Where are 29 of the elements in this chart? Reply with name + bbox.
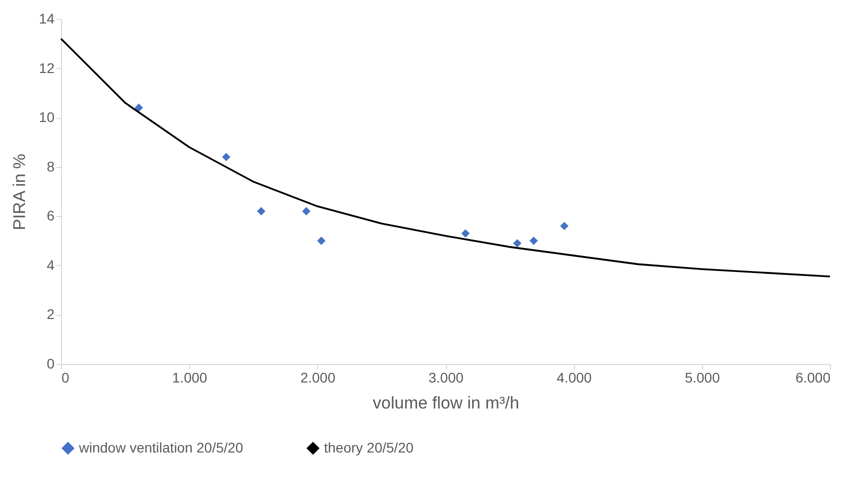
y-tick-label: 2 bbox=[46, 306, 55, 322]
point bbox=[461, 229, 470, 238]
y-axis-title: PIRA in % bbox=[10, 154, 29, 230]
point bbox=[317, 236, 326, 245]
y-tick-label: 0 bbox=[46, 356, 55, 372]
x-tick-label: 2.000 bbox=[300, 370, 336, 386]
x-tick-label: 3.000 bbox=[428, 370, 464, 386]
x-tick-label: 0 bbox=[62, 370, 70, 386]
point bbox=[134, 104, 143, 112]
line-series bbox=[60, 38, 831, 278]
point bbox=[560, 222, 568, 230]
y-tick-label: 4 bbox=[46, 256, 55, 273]
y-tick-label: 14 bbox=[38, 10, 55, 26]
y-tick-label: 6 bbox=[46, 208, 55, 224]
point bbox=[302, 207, 310, 216]
legend-label: theory 20/5/20 bbox=[324, 439, 414, 456]
x-tick-label: 6.000 bbox=[795, 370, 831, 386]
x-tick-label: 4.000 bbox=[556, 370, 592, 386]
y-tick-label: 8 bbox=[46, 158, 55, 174]
x-tick-label: 5.000 bbox=[684, 370, 720, 386]
legend-label: window ventilation 20/5/20 bbox=[78, 439, 244, 456]
x-tick-label: 1.000 bbox=[172, 370, 208, 386]
point bbox=[222, 152, 230, 162]
point bbox=[513, 239, 522, 248]
y-tick-label: 10 bbox=[38, 109, 55, 126]
x-axis-title: volume flow in m³/h bbox=[372, 394, 520, 412]
point bbox=[257, 207, 266, 216]
y-tick-label: 12 bbox=[38, 60, 55, 76]
point bbox=[529, 236, 538, 245]
